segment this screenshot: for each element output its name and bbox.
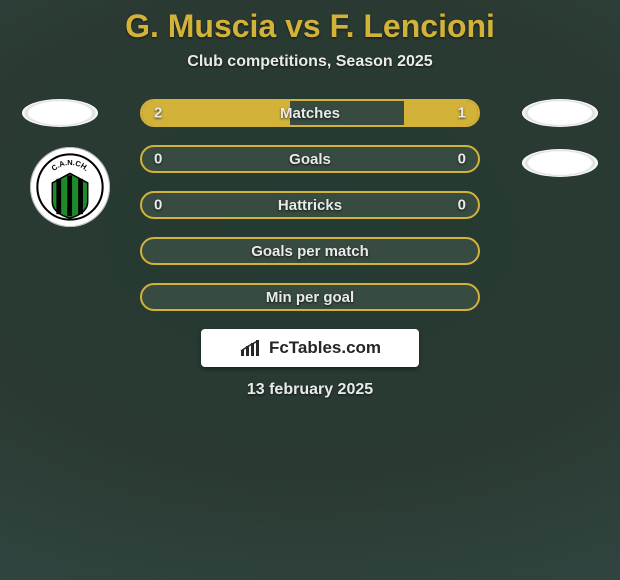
stat-value-left: 2 <box>154 105 162 122</box>
stat-label: Matches <box>280 105 340 122</box>
brand-text: FcTables.com <box>269 338 381 358</box>
club-badge-left: C.A.N.CH. <box>30 147 110 227</box>
stat-row: Min per goal <box>140 283 480 311</box>
stat-bar-left <box>142 101 290 125</box>
stat-value-right: 0 <box>458 151 466 168</box>
date-text: 13 february 2025 <box>0 381 620 399</box>
stat-row: Hattricks 0 0 <box>140 191 480 219</box>
stat-row: Matches 2 1 <box>140 99 480 127</box>
page-title: G. Muscia vs F. Lencioni <box>0 8 620 45</box>
stat-label: Min per goal <box>266 289 354 306</box>
brand-pill: FcTables.com <box>201 329 419 367</box>
stat-value-right: 1 <box>458 105 466 122</box>
brand-chart-icon <box>239 338 263 358</box>
stat-label: Hattricks <box>278 197 342 214</box>
stat-value-right: 0 <box>458 197 466 214</box>
player-club-placeholder-right <box>522 149 598 177</box>
player-avatar-left <box>22 99 98 127</box>
stat-value-left: 0 <box>154 151 162 168</box>
subtitle: Club competitions, Season 2025 <box>0 53 620 71</box>
player-avatar-right <box>522 99 598 127</box>
stat-label: Goals <box>289 151 331 168</box>
stat-row: Goals 0 0 <box>140 145 480 173</box>
stat-bar-right <box>404 101 478 125</box>
stat-value-left: 0 <box>154 197 162 214</box>
stat-row: Goals per match <box>140 237 480 265</box>
stat-label: Goals per match <box>251 243 369 260</box>
